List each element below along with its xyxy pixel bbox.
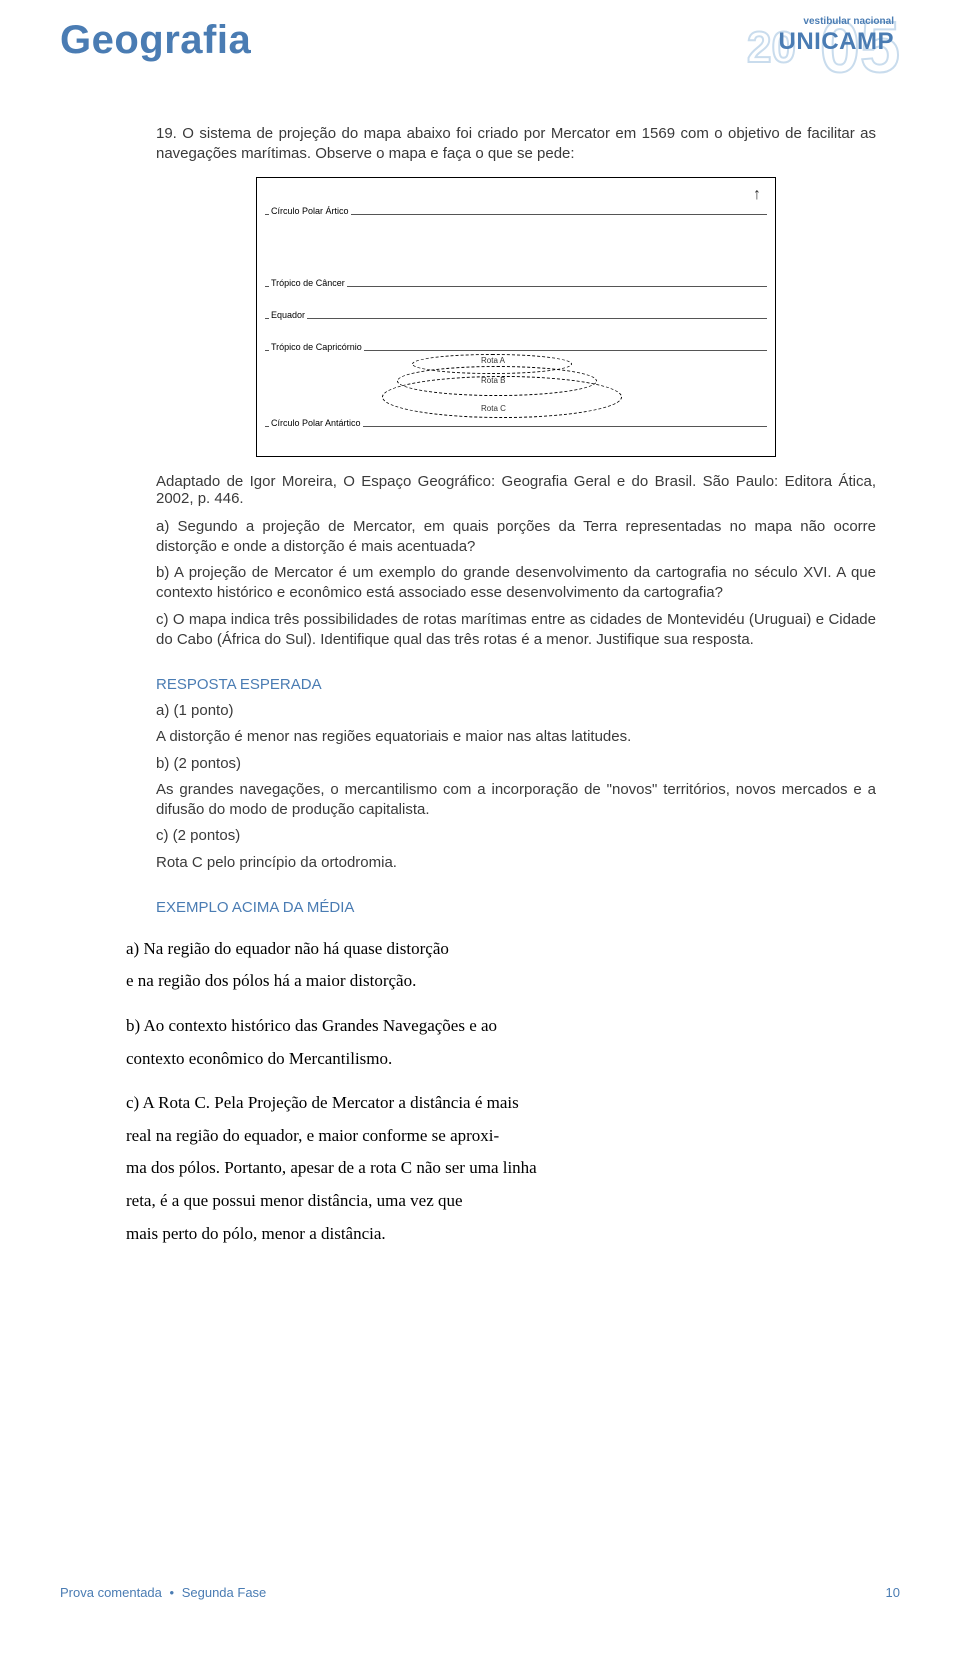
logo-sup: vestibular nacional bbox=[803, 16, 894, 27]
hand-line: b) Ao contexto histórico das Grandes Nav… bbox=[126, 1011, 886, 1042]
hand-line: c) A Rota C. Pela Projeção de Mercator a… bbox=[126, 1088, 886, 1119]
footer-sep: • bbox=[170, 1585, 175, 1600]
question-intro: 19. O sistema de projeção do mapa abaixo… bbox=[156, 124, 876, 165]
footer-left-b: Segunda Fase bbox=[182, 1585, 267, 1600]
footer-left-a: Prova comentada bbox=[60, 1585, 162, 1600]
hand-line: real na região do equador, e maior confo… bbox=[126, 1121, 886, 1152]
hand-line: e na região dos pólos há a maior distorç… bbox=[126, 966, 886, 997]
answer-b-text: As grandes navegações, o mercantilismo c… bbox=[156, 780, 876, 821]
question-item-c: c) O mapa indica três possibilidades de … bbox=[156, 610, 876, 651]
hand-line: mais perto do pólo, menor a distância. bbox=[126, 1219, 886, 1250]
hand-line: contexto econômico do Mercantilismo. bbox=[126, 1044, 886, 1075]
map-figure: ↑ Círculo Polar Ártico Trópico de Câncer… bbox=[256, 177, 776, 457]
answer-c-text: Rota C pelo princípio da ortodromia. bbox=[156, 853, 876, 873]
map-label-arctic: Círculo Polar Ártico bbox=[269, 206, 351, 216]
map-label-cancer: Trópico de Câncer bbox=[269, 278, 347, 288]
question-item-b: b) A projeção de Mercator é um exemplo d… bbox=[156, 563, 876, 604]
source-text: Adaptado de Igor Moreira, O Espaço Geogr… bbox=[156, 473, 876, 507]
map-label-equator: Equador bbox=[269, 310, 307, 320]
example-heading: EXEMPLO ACIMA DA MÉDIA bbox=[156, 899, 876, 916]
hand-line: reta, é a que possui menor distância, um… bbox=[126, 1186, 886, 1217]
answer-heading: RESPOSTA ESPERADA bbox=[156, 676, 876, 693]
handwriting-block: a) Na região do equador não há quase dis… bbox=[126, 934, 886, 1249]
footer: Prova comentada • Segunda Fase 10 bbox=[60, 1585, 900, 1600]
map-label-antarctic: Círculo Polar Antártico bbox=[269, 418, 363, 428]
logo: 05 20 vestibular nacional UNICAMP bbox=[700, 12, 900, 84]
answer-a-text: A distorção é menor nas regiões equatori… bbox=[156, 727, 876, 747]
footer-page-number: 10 bbox=[886, 1585, 900, 1600]
map-route-c: Rota C bbox=[479, 404, 508, 413]
north-arrow-icon: ↑ bbox=[753, 186, 761, 204]
hand-line: ma dos pólos. Portanto, apesar de a rota… bbox=[126, 1153, 886, 1184]
map-route-a: Rota A bbox=[479, 356, 507, 365]
answer-b-pts: b) (2 pontos) bbox=[156, 754, 876, 774]
map-label-capricorn: Trópico de Capricórnio bbox=[269, 342, 364, 352]
answer-a-pts: a) (1 ponto) bbox=[156, 701, 876, 721]
question-item-a: a) Segundo a projeção de Mercator, em qu… bbox=[156, 517, 876, 558]
answer-c-pts: c) (2 pontos) bbox=[156, 826, 876, 846]
hand-line: a) Na região do equador não há quase dis… bbox=[126, 934, 886, 965]
logo-main: UNICAMP bbox=[779, 28, 895, 56]
page-title: Geografia bbox=[60, 18, 251, 63]
